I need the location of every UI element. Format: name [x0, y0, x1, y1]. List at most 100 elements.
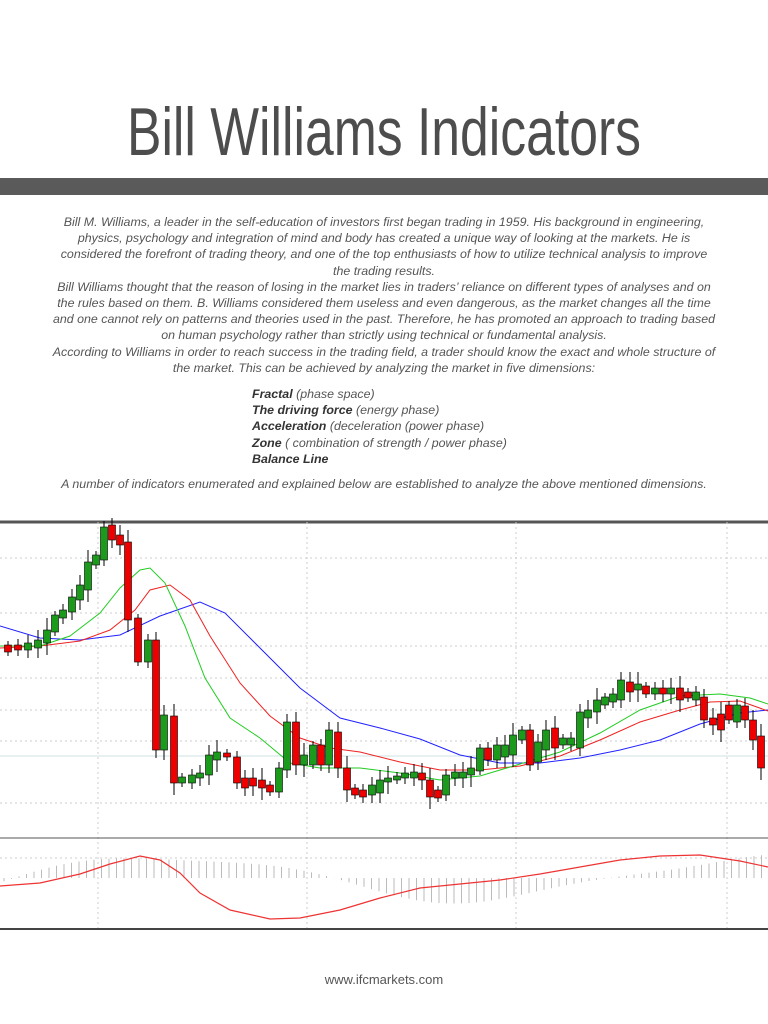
- list-term: Acceleration: [252, 419, 327, 434]
- candle-body: [741, 705, 749, 721]
- candle-body: [559, 737, 567, 746]
- candle-body: [542, 729, 550, 751]
- candle-body: [493, 744, 501, 761]
- dimension-list: Fractal (phase space) The driving force (…: [252, 386, 507, 467]
- candle-body: [749, 719, 757, 741]
- paragraph: Bill M. Williams, a leader in the self-e…: [60, 215, 708, 278]
- paragraph: Bill Williams thought that the reason of…: [53, 279, 715, 343]
- candle-body: [368, 784, 376, 796]
- candle-body: [567, 737, 575, 746]
- candle-body: [651, 687, 659, 695]
- candle-body: [434, 789, 442, 799]
- candle-body: [275, 767, 283, 793]
- candle-body: [626, 681, 634, 693]
- candle-body: [233, 756, 241, 784]
- candle-body: [300, 754, 308, 766]
- candle-body: [684, 691, 692, 699]
- list-item: The driving force (energy phase): [252, 402, 507, 418]
- candle-body: [551, 727, 559, 749]
- header-bar: [0, 178, 768, 195]
- candle-body: [676, 687, 684, 701]
- candle-body: [393, 775, 401, 781]
- list-desc: (phase space): [296, 387, 375, 401]
- candle-body: [757, 735, 765, 769]
- candle-body: [426, 779, 434, 798]
- candle-body: [170, 715, 178, 784]
- candle-body: [108, 524, 116, 541]
- candle-body: [4, 644, 12, 653]
- candle-body: [733, 704, 741, 723]
- candle-body: [14, 644, 22, 651]
- candle-body: [351, 787, 359, 796]
- list-term: Fractal: [252, 387, 293, 401]
- candle-body: [709, 717, 717, 726]
- candle-body: [249, 777, 257, 787]
- candle-body: [152, 639, 160, 751]
- candle-body: [384, 777, 392, 783]
- candle-body: [451, 771, 459, 779]
- body-text: Bill M. Williams, a leader in the self-e…: [52, 214, 716, 376]
- candle-body: [609, 693, 617, 703]
- list-desc: (energy phase): [355, 403, 440, 418]
- candle-body: [509, 734, 517, 756]
- candle-body: [467, 767, 475, 776]
- candle-body: [144, 639, 152, 663]
- candle-body: [34, 639, 42, 649]
- candle-body: [188, 774, 196, 784]
- candle-body: [24, 642, 32, 651]
- candle-body: [84, 561, 92, 591]
- candle-body: [51, 614, 59, 633]
- candle-body: [717, 713, 725, 731]
- candle-body: [124, 541, 132, 621]
- candle-body: [343, 767, 351, 791]
- closing-text: A number of indicators enumerated and ex…: [61, 477, 707, 491]
- candle-body: [593, 699, 601, 713]
- candle-body: [667, 687, 675, 695]
- list-term: The driving force: [252, 403, 353, 418]
- candle-body: [642, 685, 650, 695]
- candle-body: [213, 751, 221, 761]
- candle-body: [59, 609, 67, 619]
- candle-body: [534, 741, 542, 763]
- list-item: Fractal (phase space): [252, 386, 507, 402]
- candle-body: [634, 683, 642, 691]
- candle-body: [459, 771, 467, 779]
- candle-body: [601, 696, 609, 706]
- candle-body: [410, 771, 418, 779]
- candle-body: [442, 774, 450, 796]
- list-desc: (deceleration (power phase): [329, 419, 485, 434]
- list-item: Acceleration (deceleration (power phase): [252, 418, 507, 434]
- candle-body: [178, 776, 186, 784]
- candle-body: [100, 526, 108, 561]
- candle-body: [116, 534, 124, 546]
- candle-body: [134, 617, 142, 663]
- list-term: Zone: [252, 435, 282, 450]
- candle-body: [576, 711, 584, 749]
- candle-body: [241, 777, 249, 789]
- candle-body: [518, 729, 526, 741]
- candle-body: [484, 747, 492, 761]
- chart-illustration: [0, 518, 768, 934]
- candle-body: [692, 691, 700, 701]
- list-term: Balance Line: [252, 451, 329, 466]
- candle-body: [659, 687, 667, 695]
- candle-body: [196, 772, 204, 779]
- candle-body: [76, 584, 84, 601]
- candle-body: [266, 784, 274, 793]
- candle-body: [283, 721, 291, 771]
- candle-body: [376, 779, 384, 794]
- candle-body: [68, 596, 76, 613]
- candle-body: [584, 709, 592, 719]
- candle-body: [292, 721, 300, 766]
- paragraph: According to Williams in order to reach …: [52, 344, 716, 375]
- title: Bill Williams Indicators: [126, 94, 642, 170]
- candle-body: [476, 747, 484, 772]
- candle-body: [205, 754, 213, 776]
- candle-body: [617, 679, 625, 701]
- candle-body: [401, 772, 409, 779]
- candle-body: [223, 752, 231, 758]
- candle-body: [309, 744, 317, 766]
- candle-body: [700, 696, 708, 721]
- candle-body: [526, 729, 534, 766]
- candle-body: [359, 789, 367, 798]
